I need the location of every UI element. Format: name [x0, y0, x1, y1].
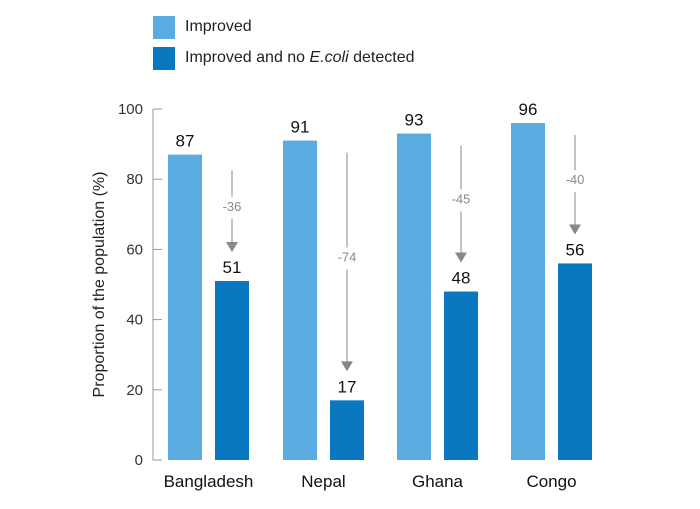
- data-label: 48: [452, 269, 471, 288]
- bar: [444, 291, 478, 460]
- y-tick-label: 100: [118, 101, 143, 118]
- data-label: 93: [405, 111, 424, 130]
- bar: [511, 123, 545, 460]
- bar: [558, 263, 592, 460]
- difference-label: -74: [338, 249, 357, 264]
- data-label: 51: [223, 258, 242, 277]
- difference-label: -40: [566, 172, 585, 187]
- data-label: 91: [291, 118, 310, 137]
- bar: [330, 400, 364, 460]
- legend-swatch: [153, 15, 175, 39]
- x-tick-label: Ghana: [412, 472, 464, 491]
- bar: [397, 133, 431, 460]
- bar: [283, 140, 317, 460]
- data-label: 17: [338, 377, 357, 396]
- y-tick-label: 80: [126, 171, 143, 188]
- difference-label: -36: [223, 199, 242, 214]
- data-label: 87: [176, 132, 195, 151]
- y-tick-label: 20: [126, 382, 143, 399]
- bar: [215, 280, 249, 460]
- arrow-head: [455, 252, 467, 263]
- arrow-head: [569, 224, 581, 235]
- legend-label: Improved: [185, 18, 252, 35]
- data-label: 96: [519, 100, 538, 119]
- y-tick-label: 0: [135, 452, 143, 469]
- y-tick-label: 40: [126, 312, 143, 329]
- y-tick-label: 60: [126, 241, 143, 258]
- arrow-head: [226, 241, 238, 252]
- x-tick-label: Nepal: [301, 472, 345, 491]
- arrow-head: [341, 361, 353, 372]
- legend-label: Improved and no E.coli detected: [185, 49, 415, 66]
- legend-item-no-ecoli: Improved and no E.coli detected: [153, 46, 414, 70]
- x-tick-label: Bangladesh: [164, 472, 254, 491]
- legend: Improved Improved and no E.coli detected: [153, 15, 414, 70]
- legend-swatch: [153, 46, 175, 70]
- data-label: 56: [566, 240, 585, 259]
- bar: [168, 154, 202, 460]
- y-axis-label: Proportion of the population (%): [91, 172, 108, 398]
- difference-label: -45: [452, 192, 471, 207]
- x-tick-label: Congo: [526, 472, 576, 491]
- legend-item-improved: Improved: [153, 15, 414, 39]
